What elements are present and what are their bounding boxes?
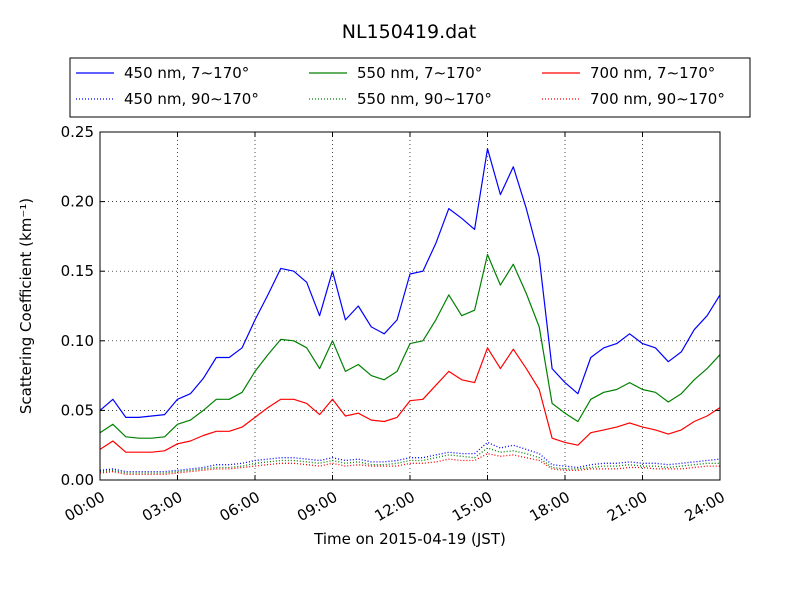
series-line-1 bbox=[99, 253, 721, 439]
legend-label: 450 nm, 90∼170° bbox=[124, 90, 259, 108]
series-line-0 bbox=[99, 148, 721, 418]
y-tick-label: 0.05 bbox=[61, 401, 94, 419]
legend-label: 700 nm, 90∼170° bbox=[590, 90, 725, 108]
x-tick-label: 21:00 bbox=[604, 488, 650, 525]
legend-label: 450 nm, 7∼170° bbox=[124, 64, 249, 82]
y-tick-label: 0.25 bbox=[61, 123, 94, 141]
x-tick-label: 09:00 bbox=[294, 488, 340, 525]
series-line-3 bbox=[99, 441, 721, 473]
grid-lines bbox=[100, 132, 720, 480]
y-tick-label: 0.20 bbox=[61, 193, 94, 211]
legend-label: 550 nm, 90∼170° bbox=[357, 90, 492, 108]
legend-label: 700 nm, 7∼170° bbox=[590, 64, 715, 82]
axis-ticks: 00:00 03:00 06:00 09:00 12:00 15:00 18:00 21:00… bbox=[61, 123, 728, 525]
x-tick-label: 24:00 bbox=[682, 488, 728, 525]
x-tick-label: 06:00 bbox=[217, 488, 263, 525]
legend: 450 nm, 7∼170° 450 nm, 90∼170° 550 nm, 7∼1… bbox=[69, 57, 751, 118]
x-tick-label: 00:00 bbox=[62, 488, 108, 525]
x-tick-label: 15:00 bbox=[449, 488, 495, 525]
chart-title: NL150419.dat bbox=[342, 21, 477, 43]
series-line-5 bbox=[99, 452, 720, 476]
y-tick-label: 0.10 bbox=[61, 332, 94, 350]
series-line-2 bbox=[99, 347, 721, 453]
series-layer bbox=[99, 148, 721, 476]
x-tick-label: 03:00 bbox=[139, 488, 185, 525]
x-tick-label: 18:00 bbox=[527, 488, 573, 525]
series-line-4 bbox=[99, 447, 720, 474]
y-tick-label: 0.00 bbox=[61, 471, 94, 489]
legend-label: 550 nm, 7∼170° bbox=[357, 64, 482, 82]
x-tick-label: 12:00 bbox=[372, 488, 418, 525]
legend-box bbox=[69, 57, 751, 118]
x-axis-label: Time on 2015-04-19 (JST) bbox=[313, 530, 506, 548]
y-axis-label: Scattering Coefficient (km⁻¹) bbox=[17, 198, 35, 414]
y-tick-label: 0.15 bbox=[61, 262, 94, 280]
